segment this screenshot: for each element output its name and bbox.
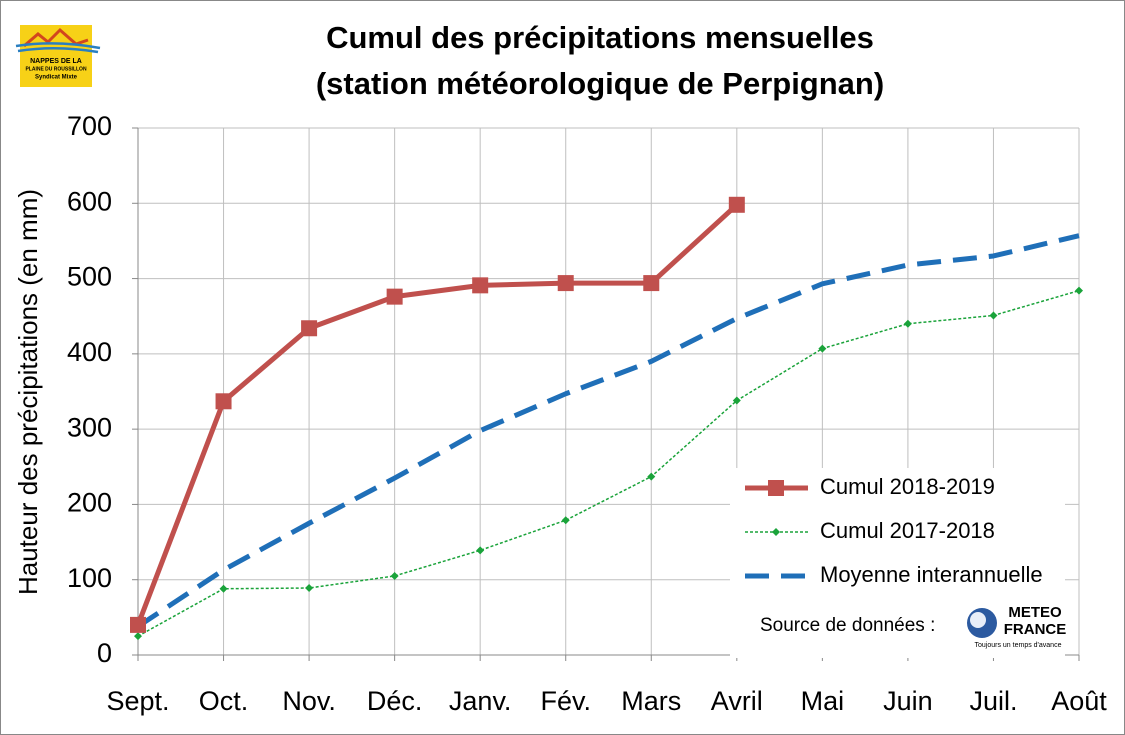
org-logo-text: Syndicat Mixte (35, 75, 78, 81)
x-tick-label: Juin (883, 686, 933, 716)
chart-subtitle: (station météorologique de Perpignan) (316, 66, 884, 101)
source-logo-tagline: Toujours un temps d'avance (975, 642, 1062, 649)
marker (818, 344, 827, 353)
marker (1075, 286, 1083, 295)
marker (557, 275, 574, 292)
x-tick-label: Oct. (199, 686, 249, 716)
series-line (136, 233, 1080, 629)
marker (728, 196, 745, 213)
org-logo: NAPPES DE LA PLAINE DU ROUSSILLON Syndic… (15, 25, 101, 87)
marker (768, 480, 784, 496)
marker (989, 311, 998, 320)
y-tick-label: 100 (67, 563, 112, 593)
y-tick-label: 200 (67, 488, 112, 518)
x-tick-label: Juil. (969, 686, 1017, 716)
marker (732, 396, 741, 405)
series-line (137, 289, 1080, 637)
legend-box (730, 468, 1065, 658)
y-tick-label: 400 (67, 337, 112, 367)
marker (476, 546, 485, 555)
y-axis-label: Hauteur des précipitations (en mm) (13, 189, 43, 595)
marker (130, 616, 146, 633)
org-logo-text: PLAINE DU ROUSSILLON (25, 66, 87, 72)
marker (772, 528, 780, 536)
legend-label: Cumul 2017-2018 (820, 518, 995, 543)
x-tick-label: Fév. (540, 686, 591, 716)
marker (134, 632, 142, 641)
org-logo-mountains (23, 27, 89, 48)
marker (301, 320, 318, 337)
marker (561, 516, 570, 525)
marker (643, 275, 660, 292)
marker (386, 288, 403, 305)
org-logo-text: NAPPES DE LA (30, 58, 82, 65)
series-line (135, 202, 739, 626)
y-tick-label: 500 (67, 262, 112, 292)
legend-label: Moyenne interannuelle (820, 562, 1043, 587)
source-logo-text: FRANCE (1004, 621, 1067, 638)
y-tick-label: 300 (67, 412, 112, 442)
x-tick-label: Mai (801, 686, 845, 716)
y-tick-label: 700 (67, 111, 112, 141)
y-tick-label: 600 (67, 186, 112, 216)
source-logo-text: METEO (1008, 604, 1062, 621)
org-logo-waves (15, 42, 101, 54)
marker (472, 277, 489, 294)
x-tick-label: Déc. (367, 686, 423, 716)
x-tick-label: Mars (621, 686, 681, 716)
marker (305, 583, 314, 592)
source-logo-globe (970, 612, 986, 628)
marker (219, 584, 228, 593)
marker (390, 571, 399, 580)
marker (903, 319, 912, 328)
marker (215, 393, 232, 410)
x-tick-label: Avril (711, 686, 763, 716)
x-tick-label: Nov. (282, 686, 336, 716)
source-label: Source de données : (760, 615, 935, 636)
legend-label: Cumul 2018-2019 (820, 474, 995, 499)
x-tick-label: Janv. (449, 686, 512, 716)
chart-title: Cumul des précipitations mensuelles (326, 20, 874, 55)
marker (647, 472, 656, 481)
y-tick-label: 0 (97, 638, 112, 668)
x-tick-label: Août (1051, 686, 1107, 716)
x-tick-label: Sept. (106, 686, 169, 716)
